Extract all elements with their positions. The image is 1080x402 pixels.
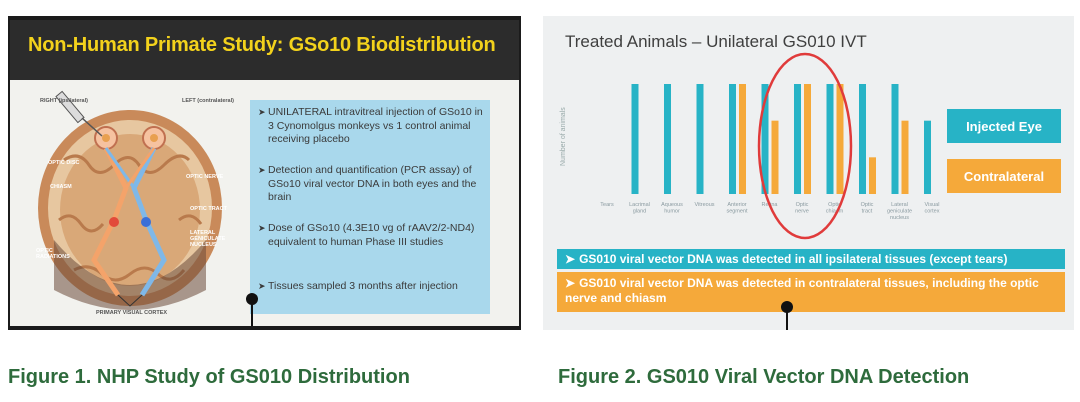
- bar-contralateral: [836, 84, 844, 194]
- bar-injected: [631, 84, 639, 194]
- label-optic-tract: OPTIC TRACT: [190, 206, 227, 212]
- slide-body: RIGHT (ipsilateral) LEFT (contralateral)…: [10, 80, 519, 326]
- label-chiasm: CHIASM: [50, 184, 72, 190]
- bullet-item: ➤ Dose of GSo10 (4.3E10 vg of rAAV2/2-ND…: [258, 222, 475, 248]
- arrow-icon: ➤: [258, 223, 266, 233]
- label-left: LEFT (contralateral): [182, 98, 234, 104]
- label-optic-disc: OPTIC DISC: [48, 160, 80, 166]
- microphone-icon: [246, 293, 258, 326]
- label-lateral-geniculate: LATERAL GENICULATE NUCLEUS: [190, 230, 226, 248]
- arrow-icon: ➤: [258, 107, 266, 117]
- slide-screen: Non-Human Primate Study: GSo10 Biodistri…: [10, 20, 519, 326]
- label-optic-nerve: OPTIC NERVE: [186, 174, 224, 180]
- bullet-item: ➤ Tissues sampled 3 months after injecti…: [258, 280, 458, 292]
- x-tick-label: Lateral geniculate nucleus: [887, 202, 912, 221]
- bar-injected: [729, 84, 736, 194]
- x-tick-label: Tears: [600, 202, 614, 208]
- bar-injected: [924, 120, 931, 194]
- arrow-icon: ➤: [258, 281, 266, 291]
- bar-injected: [696, 84, 704, 194]
- bar-contralateral: [739, 84, 746, 194]
- figure2-photo: Treated Animals – Unilateral GS010 IVT T…: [543, 16, 1074, 330]
- label-right: RIGHT (ipsilateral): [40, 98, 88, 104]
- x-tick-label: Optic nerve: [795, 202, 809, 215]
- x-tick-label: Vitreous: [694, 202, 714, 208]
- x-tick-label: Aqueous humor: [661, 202, 683, 215]
- ipsilateral-band: ➤ GS010 viral vector DNA was detected in …: [557, 249, 1065, 269]
- arrow-icon: ➤: [565, 276, 576, 290]
- x-tick-label: Lacrimal gland: [629, 202, 650, 215]
- bar-injected: [794, 84, 801, 194]
- bar-injected: [891, 84, 899, 194]
- bar-contralateral: [804, 84, 811, 194]
- figure1-caption: Figure 1. NHP Study of GS010 Distributio…: [8, 366, 410, 388]
- highlight-circle: [757, 52, 853, 240]
- arrow-icon: ➤: [565, 252, 576, 266]
- bullet-item: ➤ UNILATERAL intravitreal injection of G…: [258, 106, 483, 145]
- arrow-icon: ➤: [258, 165, 266, 175]
- bar-contralateral: [771, 120, 779, 194]
- legend-injected-eye: Injected Eye: [947, 109, 1061, 143]
- brain-illustration: [14, 90, 246, 320]
- bar-injected: [664, 84, 671, 194]
- x-tick-label: Optic tract: [861, 202, 874, 215]
- figure2-caption: Figure 2. GS010 Viral Vector DNA Detecti…: [558, 366, 970, 388]
- x-tick-label: Optic chiasm: [826, 202, 844, 215]
- bar-contralateral: [901, 120, 909, 194]
- figure1-photo: Non-Human Primate Study: GSo10 Biodistri…: [8, 16, 521, 330]
- bullet-panel: ➤ UNILATERAL intravitreal injection of G…: [250, 100, 490, 314]
- bar-injected: [859, 84, 866, 194]
- bullet-item: ➤ Detection and quantification (PCR assa…: [258, 164, 477, 203]
- x-tick-label: Visual cortex: [925, 202, 940, 215]
- slide-title: Non-Human Primate Study: GSo10 Biodistri…: [28, 34, 496, 56]
- bar-chart: Tears Lacrimal gland Aqueous humor Vitreous An…: [560, 52, 940, 240]
- label-primary-visual-cortex: PRIMARY VISUAL CORTEX: [96, 310, 168, 316]
- bar-injected: [761, 84, 769, 194]
- slide-title: Treated Animals – Unilateral GS010 IVT: [565, 32, 867, 51]
- bar-injected: [826, 84, 834, 194]
- legend-contralateral: Contralateral: [947, 159, 1061, 193]
- x-tick-label: Anterior segment: [726, 202, 748, 215]
- y-axis-label: Number of animals: [560, 107, 567, 166]
- brain-diagram: RIGHT (ipsilateral) LEFT (contralateral)…: [14, 90, 246, 320]
- microphone-icon: [781, 301, 793, 330]
- contralateral-band: ➤ GS010 viral vector DNA was detected in …: [557, 272, 1065, 312]
- slide-title-bar: Non-Human Primate Study: GSo10 Biodistri…: [10, 20, 519, 80]
- label-optic-radiations: OPTIC RADIATIONS: [36, 248, 70, 260]
- bar-contralateral: [869, 157, 876, 194]
